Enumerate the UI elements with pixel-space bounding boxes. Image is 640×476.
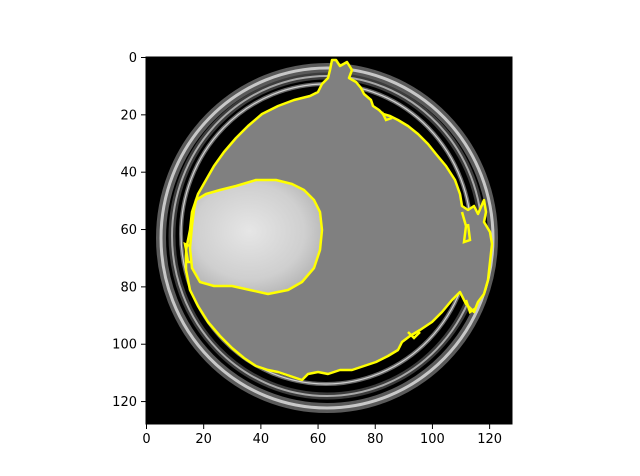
x-tick-label: 80 — [367, 432, 384, 447]
x-tick-label: 0 — [142, 432, 150, 447]
y-tick-label: 80 — [120, 280, 137, 295]
x-axis: 0 20 40 60 80 100 120 — [142, 424, 502, 447]
x-tick-label: 100 — [420, 432, 445, 447]
mri-slice-image — [146, 57, 512, 424]
y-tick-label: 40 — [120, 166, 137, 181]
y-tick-label: 60 — [120, 223, 137, 238]
axes-frame — [145, 56, 513, 425]
x-tick-label: 40 — [253, 432, 270, 447]
y-tick-label: 20 — [120, 108, 137, 123]
brain-region-contour — [184, 58, 494, 382]
x-tick-label: 120 — [477, 432, 502, 447]
y-tick-label: 100 — [112, 338, 137, 353]
y-tick-label: 0 — [129, 51, 137, 66]
x-tick-label: 60 — [310, 432, 327, 447]
contour-artifacts — [183, 111, 477, 340]
lesion-region — [188, 178, 324, 296]
y-axis: 0 20 40 60 80 100 120 — [112, 51, 146, 410]
y-tick-label: 120 — [112, 395, 137, 410]
x-tick-label: 20 — [195, 432, 212, 447]
